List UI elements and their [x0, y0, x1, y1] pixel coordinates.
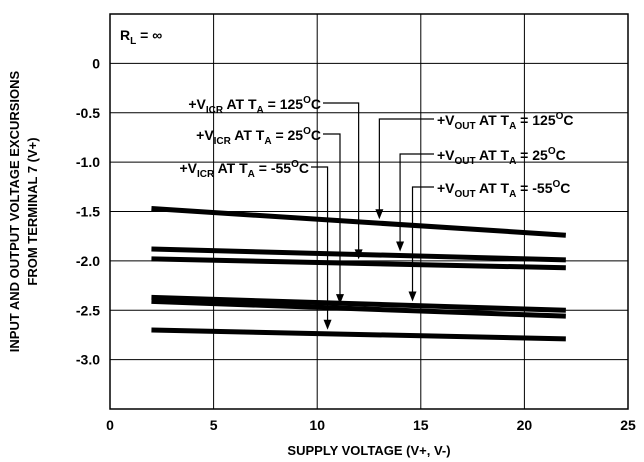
annotation-label: +VICR AT TA = 125OC — [188, 95, 321, 116]
plot-frame — [109, 13, 629, 410]
annotation-label: +VOUT AT TA = 125OC — [437, 111, 574, 132]
series-line-vout_m55 — [151, 294, 566, 313]
series-line-vicr_25 — [151, 298, 566, 319]
y-tick-label: -2.0 — [76, 253, 100, 269]
annotation-leader-line — [411, 186, 434, 294]
annotation-arrowhead — [396, 241, 405, 252]
x-tick-label: 25 — [620, 417, 636, 433]
annotation-label: +VICR AT TA = 25OC — [196, 126, 321, 147]
x-tick-label: 0 — [106, 417, 114, 433]
y-axis-title-line-2: FROM TERMINAL 7 (V+) — [25, 137, 40, 285]
series-line-vicr_m55 — [151, 327, 566, 342]
x-tick-label: 5 — [210, 417, 218, 433]
annotation-leader-line — [378, 118, 434, 212]
y-tick-label: -1.5 — [76, 204, 100, 220]
annotation-arrowhead — [335, 294, 344, 305]
annotations: +VICR AT TA = 125OC +VICR AT TA = 25OC +VI… — [179, 95, 574, 330]
y-tick-label: -1.0 — [76, 154, 100, 170]
x-tick-label: 10 — [309, 417, 325, 433]
annotation-arrowhead — [323, 319, 332, 330]
annotation-arrowhead — [408, 291, 417, 302]
annotation-leader-line — [323, 133, 341, 297]
annotation-arrowhead — [354, 249, 363, 260]
annotation-arrowhead — [375, 209, 384, 220]
y-tick-label: 0 — [92, 55, 100, 71]
annotation-label: +VOUT AT TA = -55OC — [437, 179, 570, 200]
y-tick-label: -2.5 — [76, 302, 100, 318]
y-tick-label: -0.5 — [76, 105, 100, 121]
annotation-label: +VOUT AT TA = 25OC — [437, 146, 566, 167]
y-tick-label: -3.0 — [76, 352, 100, 368]
x-tick-label: 15 — [413, 417, 429, 433]
annotation-leader-line — [323, 102, 360, 252]
axis-ticks: 0 5 10 15 20 25 0 -0.5 -1.0 -1.5 -2.0 -2.5 -3.0 — [76, 55, 636, 433]
y-axis-title-line-1: INPUT AND OUTPUT VOLTAGE EXCURSIONS — [7, 70, 22, 352]
condition-label: RL = ∞ — [120, 27, 162, 47]
annotation-leader-line — [399, 153, 434, 244]
x-tick-label: 20 — [517, 417, 533, 433]
annotation-label: +VICR AT TA = -55OC — [179, 159, 309, 180]
series-line-vicr_125 — [151, 256, 566, 271]
x-axis-title: SUPPLY VOLTAGE (V+, V-) — [287, 443, 450, 458]
annotation-leader-line — [311, 166, 329, 322]
